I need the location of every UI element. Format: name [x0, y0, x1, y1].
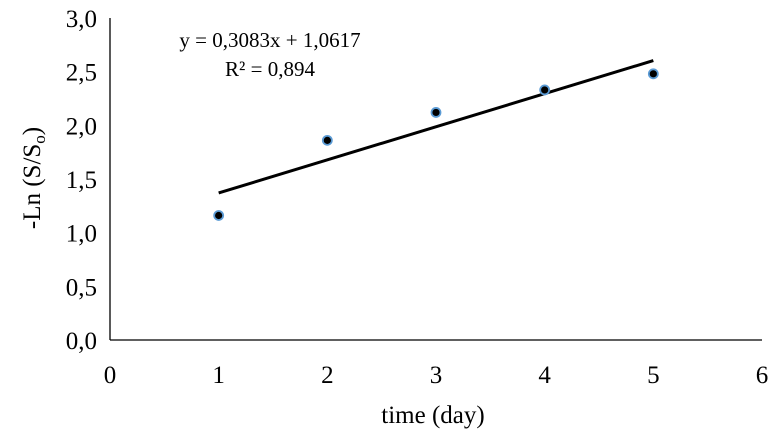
- data-point: [539, 84, 551, 96]
- plot-area: [109, 18, 762, 341]
- y-tick-label: 0,0: [66, 328, 97, 355]
- y-axis-title-main: -Ln (S/S: [19, 144, 46, 229]
- data-point: [321, 134, 333, 146]
- x-tick-labels: 0 1 2 3 4 5 6: [104, 362, 769, 389]
- data-point: [647, 68, 659, 80]
- r-squared-label: R² = 0,894: [225, 57, 315, 81]
- y-axis-title-close: ): [19, 127, 46, 135]
- y-axis-title: -Ln (S/So): [19, 127, 49, 229]
- data-points: [213, 68, 659, 221]
- x-tick-label: 3: [430, 362, 443, 389]
- y-axis-title-subscript: o: [30, 135, 49, 144]
- trendline-equation: y = 0,3083x + 1,0617: [179, 28, 360, 52]
- x-tick-label: 6: [756, 362, 769, 389]
- x-tick-label: 0: [104, 362, 117, 389]
- x-tick-label: 2: [321, 362, 334, 389]
- y-tick-label: 3,0: [66, 6, 97, 33]
- x-tick-label: 4: [538, 362, 551, 389]
- y-tick-label: 2,0: [66, 113, 97, 140]
- y-tick-label: 2,5: [66, 60, 97, 87]
- y-tick-label: 0,5: [66, 274, 97, 301]
- data-point: [213, 210, 225, 221]
- y-tick-label: 1,0: [66, 221, 97, 248]
- x-tick-label: 1: [212, 362, 225, 389]
- x-tick-label: 5: [647, 362, 660, 389]
- data-point: [430, 107, 442, 118]
- y-tick-labels: 0,0 0,5 1,0 1,5 2,0 2,5 3,0: [66, 6, 97, 355]
- x-axis-title: time (day): [381, 402, 484, 429]
- y-tick-label: 1,5: [66, 167, 97, 194]
- trendline: [218, 59, 654, 195]
